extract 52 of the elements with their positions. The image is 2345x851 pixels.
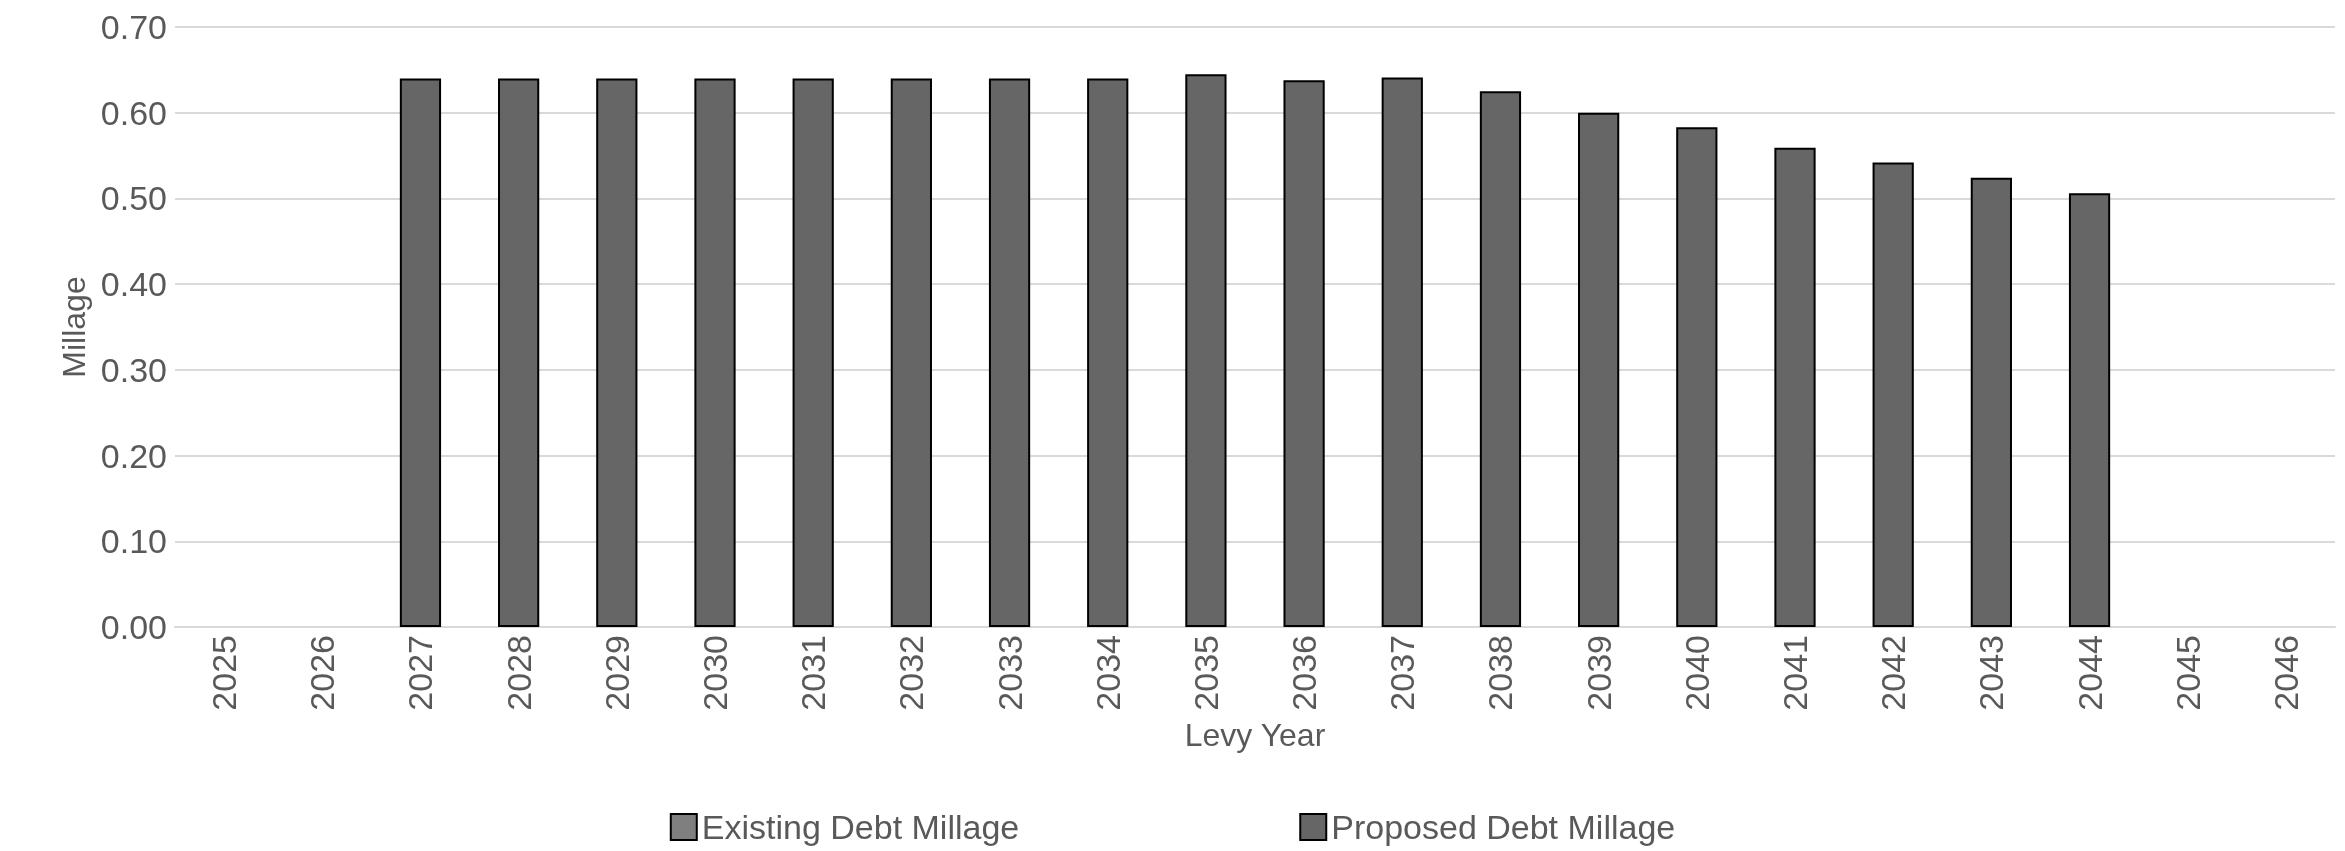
y-tick-label: 0.60 xyxy=(100,93,167,132)
bar xyxy=(1381,77,1423,627)
x-tick-label: 2026 xyxy=(303,635,342,711)
bar xyxy=(498,78,540,627)
x-tick-label: 2041 xyxy=(1776,635,1814,711)
x-tick-label: 2036 xyxy=(1285,635,1324,711)
bar xyxy=(596,78,638,627)
y-tick-label: 0.50 xyxy=(100,179,167,218)
bar xyxy=(1185,74,1227,627)
bar xyxy=(399,78,442,627)
y-axis-title: Millage xyxy=(55,276,92,378)
bar xyxy=(1970,177,2012,627)
x-tick-label: 2033 xyxy=(990,635,1029,711)
x-tick-label: 2029 xyxy=(597,635,636,711)
x-tick-label: 2038 xyxy=(1481,635,1520,711)
x-tick-label: 2040 xyxy=(1677,635,1716,711)
bar xyxy=(2068,193,2111,627)
x-tick-label: 2037 xyxy=(1383,635,1422,711)
x-tick-label: 2035 xyxy=(1186,635,1225,711)
legend-label: Proposed Debt Millage xyxy=(1331,808,1676,846)
bar xyxy=(1676,127,1718,627)
y-tick-label: 0.30 xyxy=(100,350,167,389)
x-tick-label: 2028 xyxy=(499,635,538,711)
x-tick-label: 2034 xyxy=(1088,635,1127,711)
bar xyxy=(1578,112,1620,627)
x-tick-label: 2042 xyxy=(1874,635,1913,711)
bar xyxy=(1479,91,1522,627)
x-axis-title: Levy Year xyxy=(1184,716,1326,753)
bar xyxy=(1283,80,1325,627)
y-tick-label: 0.00 xyxy=(100,608,167,646)
y-tick-label: 0.70 xyxy=(100,8,167,46)
y-tick-label: 0.20 xyxy=(100,436,167,475)
bar xyxy=(1872,162,1914,627)
bar xyxy=(792,78,834,627)
x-tick-label: 2032 xyxy=(892,635,931,711)
bar xyxy=(694,78,736,627)
x-tick-label: 2031 xyxy=(794,635,833,711)
legend-label: Existing Debt Millage xyxy=(701,808,1020,846)
x-tick-label: 2025 xyxy=(205,635,244,711)
x-tick-label: 2030 xyxy=(696,635,734,711)
x-tick-label: 2043 xyxy=(1972,635,2011,711)
x-tick-label: 2046 xyxy=(2266,635,2305,711)
bar xyxy=(1774,147,1816,627)
x-tick-label: 2045 xyxy=(2168,635,2207,711)
bar xyxy=(988,78,1031,627)
y-tick-label: 0.40 xyxy=(100,265,167,304)
x-tick-label: 2039 xyxy=(1579,635,1618,711)
x-tick-label: 2044 xyxy=(2070,635,2109,711)
y-tick-label: 0.10 xyxy=(100,522,167,561)
bar xyxy=(890,78,932,627)
bar xyxy=(1087,78,1129,627)
x-tick-label: 2027 xyxy=(401,635,440,711)
